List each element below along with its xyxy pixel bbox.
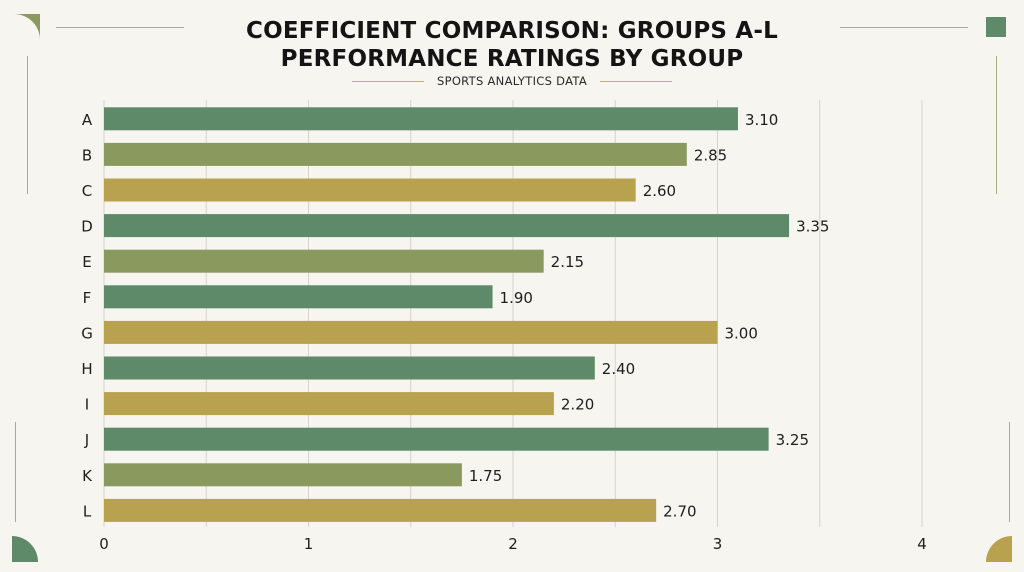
bar xyxy=(104,214,790,238)
bar xyxy=(104,498,657,522)
bar xyxy=(104,320,718,344)
value-label: 2.70 xyxy=(663,502,696,520)
left-top-rule xyxy=(27,56,28,194)
x-tick-label: 2 xyxy=(508,535,518,553)
value-label: 2.15 xyxy=(551,253,584,271)
value-label: 2.85 xyxy=(694,146,727,164)
category-label: H xyxy=(81,360,92,378)
top-left-rule xyxy=(56,27,184,28)
value-label: 2.40 xyxy=(602,360,635,378)
chart-title-line-1: COEFFICIENT COMPARISON: GROUPS A-L xyxy=(246,18,778,44)
category-label: F xyxy=(83,289,92,307)
value-label: 3.10 xyxy=(745,111,778,129)
right-bottom-rule xyxy=(1009,422,1010,522)
category-label: E xyxy=(82,253,91,271)
category-label: C xyxy=(82,182,92,200)
corner-square-top-right xyxy=(986,17,1006,37)
value-label: 1.90 xyxy=(500,289,533,307)
bar xyxy=(104,249,544,273)
right-top-rule xyxy=(996,56,997,194)
bar xyxy=(104,356,595,380)
category-label: A xyxy=(82,111,93,129)
bar xyxy=(104,427,769,451)
x-tick-label: 4 xyxy=(917,535,927,553)
subtitle-rule-left xyxy=(352,81,424,82)
category-label: L xyxy=(83,502,92,520)
category-label: I xyxy=(85,396,89,414)
bar xyxy=(104,107,738,131)
corner-quarter-circle-bottom-left xyxy=(12,536,38,562)
bar xyxy=(104,285,493,309)
value-label: 2.20 xyxy=(561,396,594,414)
bar xyxy=(104,392,554,416)
category-label: D xyxy=(81,218,93,236)
x-tick-label: 0 xyxy=(99,535,109,553)
category-label: K xyxy=(82,467,93,485)
bar xyxy=(104,142,687,166)
chart-subtitle: SPORTS ANALYTICS DATA xyxy=(437,74,587,88)
left-bottom-rule xyxy=(15,422,16,522)
subtitle-rule-right xyxy=(600,81,672,82)
x-tick-label: 3 xyxy=(713,535,723,553)
corner-quarter-circle-bottom-right xyxy=(986,536,1012,562)
category-label: J xyxy=(84,431,89,449)
value-label: 3.25 xyxy=(776,431,809,449)
corner-quarter-circle-top-left xyxy=(14,14,40,40)
bar xyxy=(104,178,636,202)
value-label: 3.35 xyxy=(796,218,829,236)
value-label: 3.00 xyxy=(725,324,758,342)
chart-title-line-2: PERFORMANCE RATINGS BY GROUP xyxy=(280,46,744,72)
bar xyxy=(104,463,462,487)
category-label: G xyxy=(81,324,93,342)
x-tick-label: 1 xyxy=(304,535,314,553)
value-label: 1.75 xyxy=(469,467,502,485)
top-right-rule xyxy=(840,27,968,28)
value-label: 2.60 xyxy=(643,182,676,200)
category-label: B xyxy=(82,146,92,164)
